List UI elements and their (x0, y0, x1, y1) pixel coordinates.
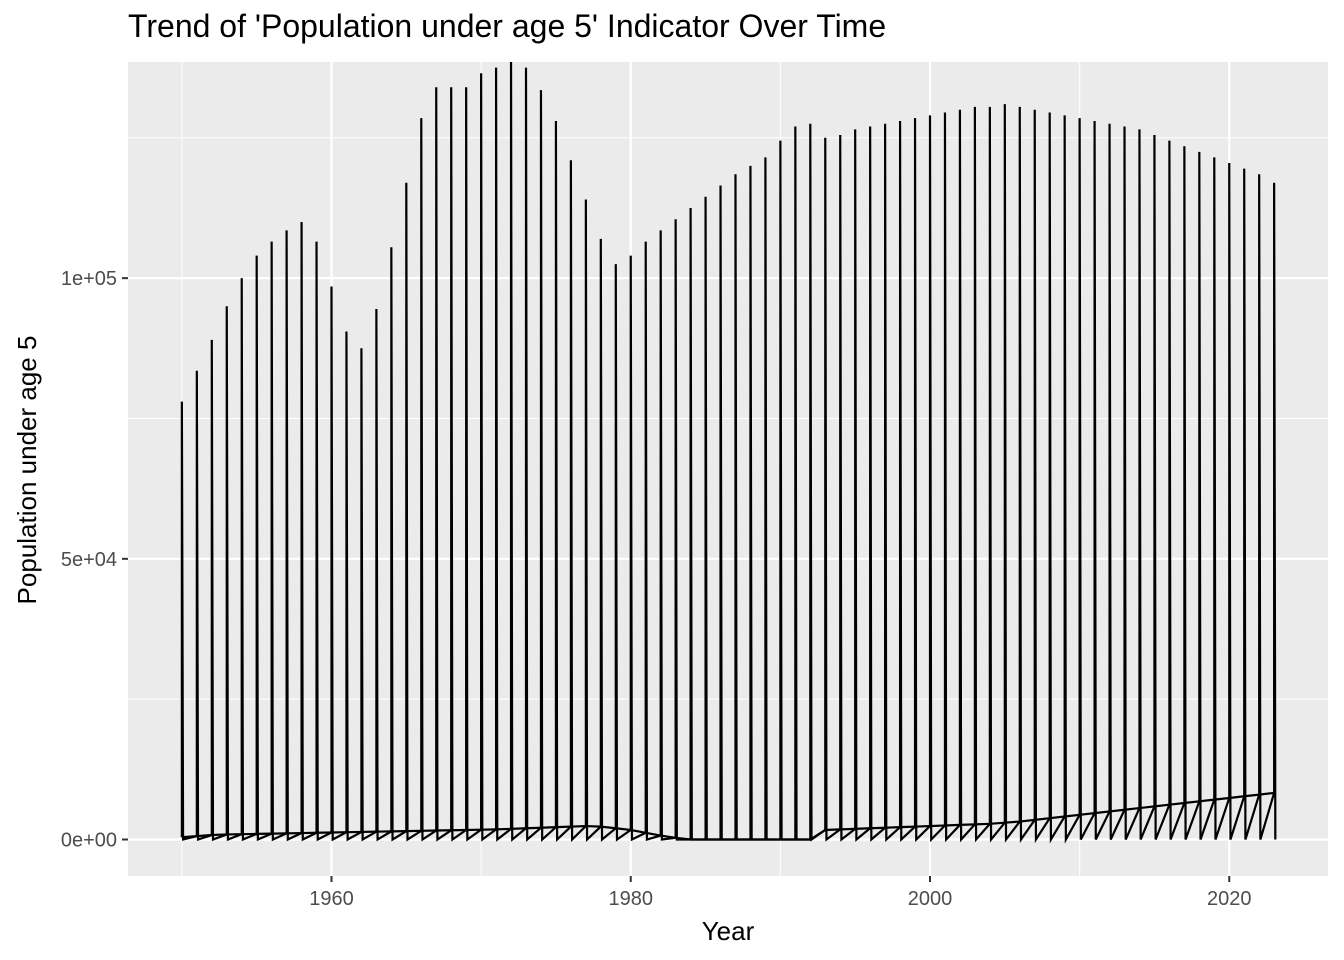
y-axis-title: Population under age 5 (12, 336, 42, 605)
plot-panel (128, 62, 1328, 876)
x-tick-label: 1960 (309, 888, 354, 910)
y-axis: 0e+00 5e+04 1e+05 (61, 268, 128, 852)
x-axis: 1960 1980 2000 2020 (309, 876, 1251, 910)
x-tick-label: 2020 (1207, 888, 1252, 910)
series-low-line (181, 791, 1275, 841)
chart-title: Trend of 'Population under age 5' Indica… (128, 8, 887, 44)
x-tick-label: 2000 (908, 888, 953, 910)
y-tick-label: 5e+04 (61, 549, 117, 571)
x-axis-title: Year (702, 916, 755, 946)
series-layer (180, 61, 1277, 844)
y-tick-label: 0e+00 (61, 830, 117, 852)
x-tick-label: 1980 (608, 888, 653, 910)
y-tick-label: 1e+05 (61, 268, 117, 290)
